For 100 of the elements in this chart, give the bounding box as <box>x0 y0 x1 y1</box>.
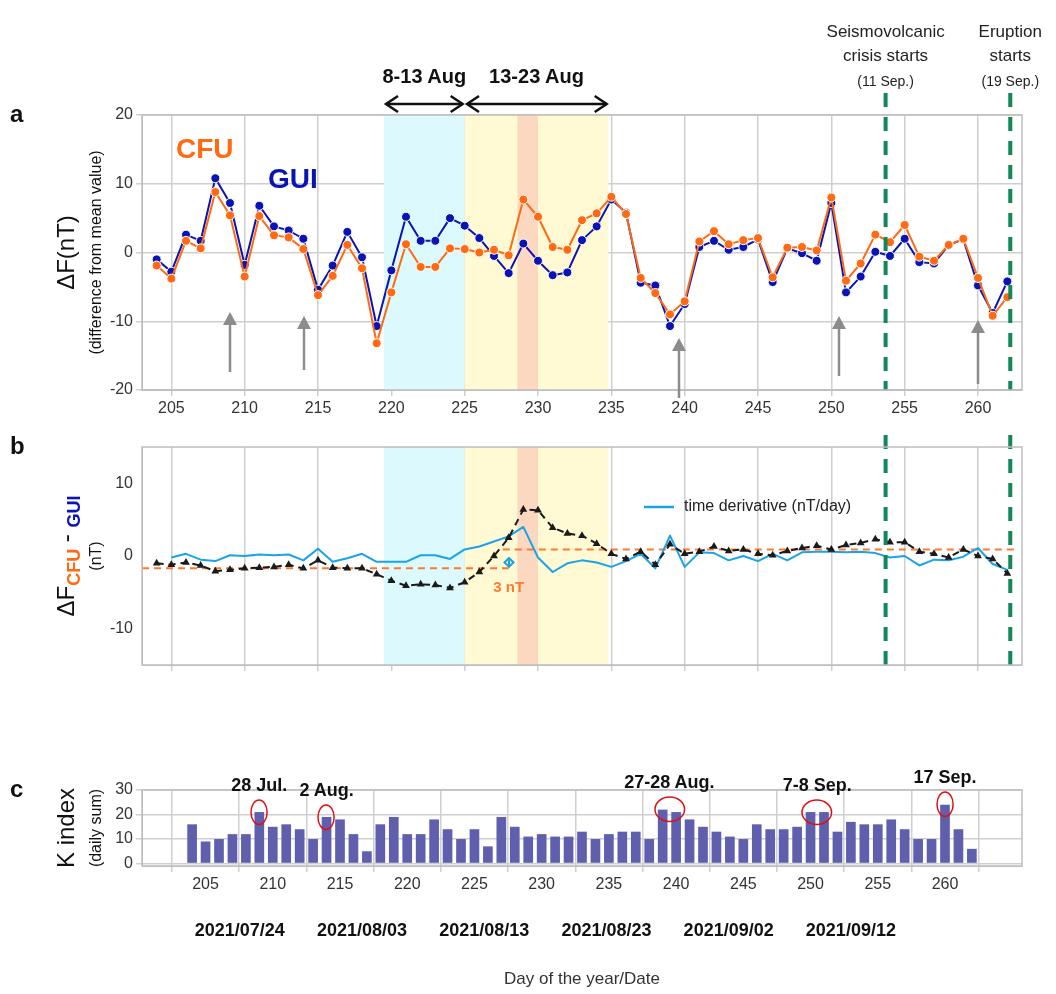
x-tick-label: 215 <box>326 875 354 893</box>
point <box>446 583 454 591</box>
annotation: 17 Sep. <box>913 767 977 788</box>
point <box>283 232 294 243</box>
point <box>445 213 455 224</box>
band-label: 13-23 Aug <box>489 64 584 87</box>
point <box>914 251 925 262</box>
point <box>240 563 249 571</box>
bar <box>509 826 520 863</box>
y-tick-label: 0 <box>124 853 134 871</box>
point <box>430 235 441 246</box>
x2-tick-label: 2021/08/13 <box>439 919 530 940</box>
x-tick-label: 210 <box>259 875 287 893</box>
point <box>195 243 206 254</box>
bar <box>684 819 695 863</box>
x-tick-label: 210 <box>231 399 259 417</box>
point <box>811 245 822 256</box>
x2-tick-label: 2021/08/23 <box>561 919 652 940</box>
point <box>533 255 543 266</box>
bar <box>778 829 789 863</box>
point <box>899 220 910 230</box>
point <box>812 541 821 549</box>
point <box>166 273 177 284</box>
point <box>371 338 382 349</box>
bar <box>241 834 251 863</box>
point <box>445 243 455 254</box>
point <box>665 321 675 332</box>
bar <box>281 824 292 863</box>
point <box>518 238 529 249</box>
bar <box>926 839 937 863</box>
y-tick-label: -20 <box>109 380 134 398</box>
point <box>739 544 748 552</box>
point <box>592 539 601 546</box>
point <box>225 210 235 221</box>
x2-tick-label: 2021/09/12 <box>805 919 896 940</box>
chart-title: b <box>10 431 25 459</box>
bar <box>805 812 816 863</box>
point <box>387 576 396 583</box>
point <box>754 549 762 557</box>
bar <box>819 812 829 863</box>
y-axis-title: K index (daily sum) <box>51 787 105 869</box>
annotation: 7-8 Sep. <box>782 774 852 795</box>
bar <box>469 829 480 863</box>
point <box>415 235 426 246</box>
x-tick-label: 240 <box>671 399 699 417</box>
bar <box>644 839 655 863</box>
bar <box>267 826 278 863</box>
bar <box>536 834 547 863</box>
y-tick-label: 0 <box>124 546 134 564</box>
point <box>547 242 558 252</box>
bar <box>953 829 964 863</box>
point <box>196 560 205 568</box>
y-axis-title: ΔF(nT) (difference from mean value) <box>51 150 105 355</box>
point <box>709 226 719 237</box>
point <box>768 550 777 558</box>
point <box>284 560 293 567</box>
point <box>959 544 968 552</box>
bar <box>617 831 628 863</box>
point <box>269 230 279 241</box>
x-tick-label: 245 <box>744 399 772 417</box>
point <box>709 235 719 246</box>
point <box>225 198 235 208</box>
bar <box>967 848 977 863</box>
point <box>547 270 558 281</box>
point <box>885 250 895 261</box>
point <box>899 233 910 244</box>
point <box>767 272 778 283</box>
point <box>856 538 865 546</box>
point <box>182 558 190 565</box>
bar <box>321 816 332 863</box>
point <box>489 244 499 255</box>
point <box>357 252 367 263</box>
point <box>827 544 836 552</box>
x-tick-label: 225 <box>451 399 479 417</box>
point <box>797 242 807 252</box>
point <box>871 534 880 542</box>
point <box>724 546 733 554</box>
chart-title: a <box>10 99 24 127</box>
x-tick-label: 215 <box>304 399 332 417</box>
bar <box>227 834 238 863</box>
point <box>226 565 234 573</box>
point <box>577 215 587 226</box>
point <box>826 192 837 203</box>
bar <box>657 809 668 863</box>
x-tick-label: 230 <box>528 875 556 893</box>
point <box>533 211 543 222</box>
x2-tick-label: 2021/08/03 <box>316 919 408 940</box>
x-tick-label: 255 <box>891 399 919 417</box>
point <box>695 547 704 554</box>
bar <box>899 829 910 863</box>
point <box>210 187 221 197</box>
point <box>591 221 602 232</box>
point <box>151 260 162 271</box>
bar <box>698 826 708 863</box>
point <box>694 236 705 247</box>
point <box>591 208 602 219</box>
bar <box>254 812 265 863</box>
point <box>944 552 953 560</box>
point <box>474 233 485 244</box>
point <box>459 244 470 255</box>
